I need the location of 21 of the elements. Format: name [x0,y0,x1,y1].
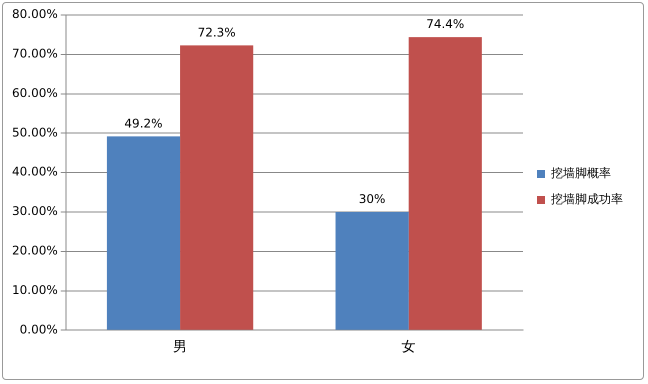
bar [408,37,482,330]
data-label: 49.2% [124,116,163,130]
y-tick-label: 50.00% [12,125,58,140]
y-tick-label: 40.00% [12,164,58,179]
bar [180,45,254,330]
bar [106,136,180,330]
y-tick-label: 80.00% [12,7,58,22]
y-tick-label: 10.00% [12,282,58,297]
data-label: 72.3% [198,25,236,40]
y-tick-label: 20.00% [12,244,58,258]
data-label: 74.4% [426,17,464,32]
y-tick-label: 0.00% [20,322,58,336]
x-tick-label: 女 [402,339,416,356]
x-tick-label: 男 [173,339,188,356]
legend-label: 挖墙脚概率 [551,166,611,180]
bar [336,212,409,330]
data-label: 30% [358,192,386,206]
y-tick-label: 70.00% [12,46,58,61]
y-tick-label: 30.00% [12,204,58,218]
y-tick-label: 60.00% [12,86,58,100]
legend-label: 挖墙脚成功率 [551,192,623,206]
